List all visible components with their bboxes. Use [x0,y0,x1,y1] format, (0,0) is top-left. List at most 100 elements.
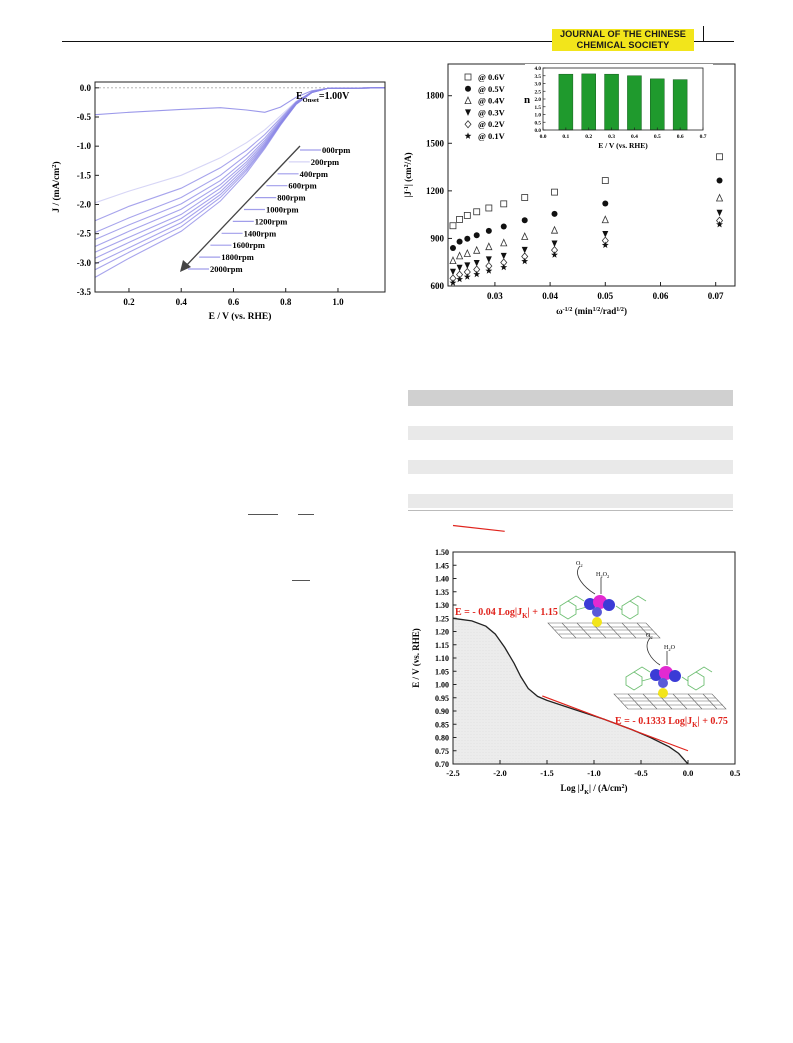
data-point [463,249,471,257]
data-point [500,238,508,247]
data-point [602,200,609,207]
data-point [473,270,481,278]
y-tick-label: 1800 [426,91,445,101]
data-point [521,232,529,240]
x-axis-label-sup: 1/2 [593,307,601,313]
data-point [449,279,457,286]
inset-x-tick-label: 0.0 [540,134,547,140]
inset-y-tick-label: 2.0 [535,97,542,103]
legend-label: 600rpm [288,181,316,191]
y-tick-label: -3.5 [77,287,92,297]
inset-y-tick-label: 3.0 [535,82,542,88]
data-point [449,244,456,251]
scheme2-o2: O2 [646,633,653,640]
data-point [456,275,463,283]
y-axis-label: E / V (vs. RHE) [411,628,421,687]
y-tick-label: -2.5 [77,229,92,239]
data-point [449,222,457,230]
inset-y-tick-label: 2.5 [535,89,542,95]
inset-y-tick-label: 0.5 [535,120,542,126]
x-axis-label-tail: (min [572,306,592,316]
data-point [601,215,609,224]
x-tick-label: 0.05 [597,291,613,301]
y-tick-label: 1.45 [435,561,449,570]
y-tick-label: 1.50 [435,548,449,557]
legend-label: 000rpm [322,145,350,155]
x-tick-label: 0.03 [487,291,503,301]
atom-cluster-1d [592,607,602,617]
data-point [473,208,481,216]
x-axis-label-sup: 2 [621,784,624,790]
y-tick-label: 0.90 [435,707,449,716]
data-point [551,188,558,196]
x-axis-label-tail: | / (A/cm [589,783,622,793]
data-point [550,225,559,234]
inset-x-tick-label: 0.3 [608,134,615,140]
legend-label: @ 0.5V [478,84,506,94]
y-axis-label-tail: ) [51,161,62,164]
y-tick-label: 0.70 [435,760,449,769]
y-tick-label: 0.95 [435,694,449,703]
x-tick-label: 1.0 [332,297,344,307]
y-axis-label-sup: 2 [404,164,410,167]
data-point [500,252,507,260]
data-point [500,200,508,208]
y-tick-label: 1.05 [435,667,449,676]
tafel-eq2: E = - 0.1333 Log|JK| + 0.75 [615,716,728,729]
y-tick-label: 0.85 [435,720,449,729]
journal-badge: JOURNAL OF THE CHINESE CHEMICAL SOCIETY [552,29,694,51]
x-axis-label: E / V (vs. RHE) [209,311,272,322]
y-tick-label: 1.10 [435,654,449,663]
y-tick-label: 1.00 [435,681,449,690]
data-point [551,240,558,248]
legend-label: 1600rpm [232,240,265,250]
scheme-o2: O2 [576,561,583,568]
y-tick-label: 1.20 [435,628,449,637]
data-point [456,238,463,245]
phthalocyanine-ligand-1 [559,595,647,620]
data-point [521,217,528,224]
y-tick-label: -3.0 [77,258,92,268]
y-axis-label: J / (mA/cm2) [51,161,62,212]
legend-label: 1400rpm [244,228,277,238]
data-point [456,264,463,272]
x-axis-label-sup: 1/2 [616,307,624,313]
reaction-arrow-2 [646,637,661,666]
legend-marker [464,73,472,81]
y-tick-label: -0.5 [77,112,92,122]
tafel-fit-line [452,524,505,532]
x-tick-label: 0.4 [176,297,188,307]
data-point [449,268,456,276]
legend-label: 1200rpm [255,216,288,226]
scheme-h2o2: H2O2 [596,572,609,579]
data-point [716,153,723,161]
rpm-arrow-head [180,260,191,272]
y-tick-label: 1200 [426,186,445,196]
x-tick-label: 0.07 [708,291,724,301]
rpm-arrow [183,145,301,269]
y-tick-label: 900 [431,233,445,243]
data-point [551,251,558,258]
data-point [716,220,723,228]
data-point [464,235,471,242]
legend-marker [465,109,471,116]
data-point [473,245,481,254]
y-axis-label-sup: 2 [51,165,58,168]
data-point [602,230,609,238]
data-point [485,256,492,263]
legend-label: 1800rpm [221,252,254,262]
x-axis-label-sup: -1/2 [563,307,573,313]
inset-x-tick-label: 0.6 [677,134,684,140]
x-axis-label: Log |JK| / (A/cm2) [561,783,628,796]
x-axis-label: ω-1/2 (min1/2/rad1/2) [556,306,627,316]
y-tick-label: 1.40 [435,575,449,584]
data-point [473,232,480,239]
y-tick-label: 0.75 [435,747,449,756]
data-point [601,241,609,248]
x-tick-label: 0.04 [542,291,558,301]
scheme-2e-pathway: O2 H2O2 [547,561,661,639]
data-point [463,212,471,219]
